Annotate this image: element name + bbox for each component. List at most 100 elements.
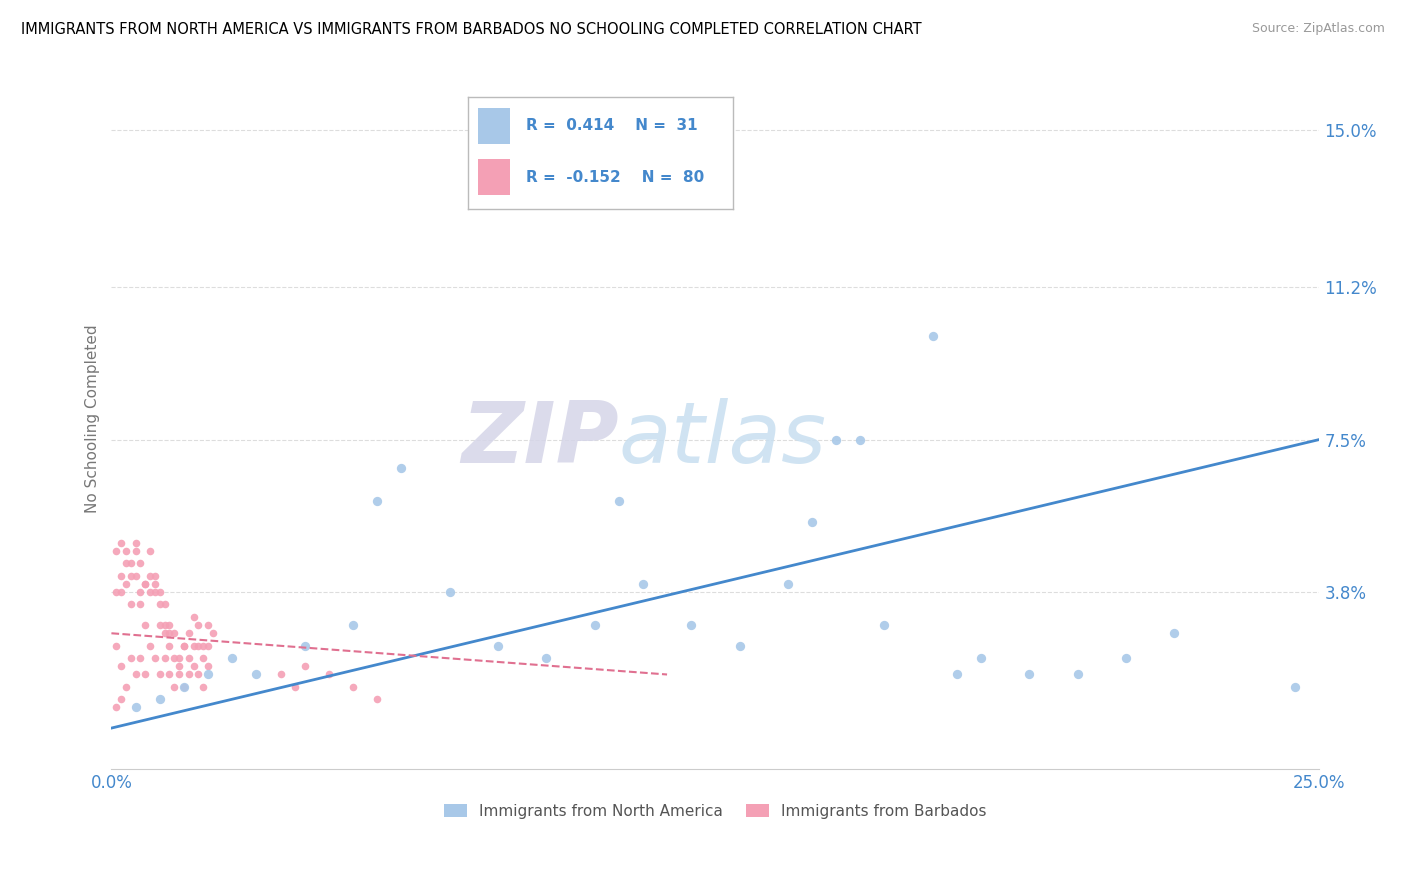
Point (124, 667, 146, 681)
Point (129, 585, 152, 599)
Point (294, 639, 316, 653)
Point (366, 494, 388, 508)
Point (1284, 680, 1306, 694)
Point (143, 568, 166, 582)
Point (366, 692, 388, 706)
Point (115, 556, 138, 570)
Point (536, 651, 558, 665)
Point (153, 651, 176, 665)
Point (583, 618, 606, 632)
Point (342, 618, 364, 632)
Point (201, 626, 224, 640)
Point (970, 651, 993, 665)
Point (728, 639, 751, 653)
Point (129, 598, 152, 612)
Text: atlas: atlas (619, 399, 827, 482)
Point (110, 692, 132, 706)
Point (105, 585, 128, 599)
Point (439, 585, 461, 599)
Point (134, 576, 156, 591)
Point (139, 639, 162, 653)
Point (1163, 626, 1185, 640)
Point (167, 651, 190, 665)
Point (110, 585, 132, 599)
Point (157, 618, 180, 632)
Point (163, 626, 186, 640)
Point (110, 568, 132, 582)
Point (187, 639, 209, 653)
Point (873, 618, 896, 632)
Point (187, 618, 209, 632)
Point (153, 626, 176, 640)
Point (183, 639, 205, 653)
Point (105, 639, 128, 653)
Point (124, 568, 146, 582)
Point (143, 585, 166, 599)
Point (134, 667, 156, 681)
Point (124, 544, 146, 558)
Point (681, 618, 703, 632)
Point (157, 626, 180, 640)
Point (134, 618, 156, 632)
Point (153, 618, 176, 632)
Point (149, 667, 172, 681)
Point (197, 667, 219, 681)
Point (193, 639, 215, 653)
Text: ZIP: ZIP (461, 399, 619, 482)
Point (1018, 667, 1040, 681)
Point (177, 667, 200, 681)
Point (139, 585, 162, 599)
Point (129, 556, 152, 570)
Point (143, 651, 166, 665)
Point (139, 544, 162, 558)
Point (284, 680, 307, 694)
Point (177, 651, 200, 665)
Point (183, 609, 205, 624)
Point (342, 680, 364, 694)
Point (157, 639, 180, 653)
Point (486, 639, 509, 653)
Point (134, 576, 156, 591)
Point (120, 568, 142, 582)
Point (124, 700, 146, 714)
Point (105, 700, 128, 714)
Point (921, 329, 943, 343)
Legend: Immigrants from North America, Immigrants from Barbados: Immigrants from North America, Immigrant… (439, 797, 993, 825)
Point (163, 651, 186, 665)
Y-axis label: No Schooling Completed: No Schooling Completed (86, 325, 100, 513)
Point (389, 461, 412, 475)
Point (318, 667, 340, 681)
Point (167, 667, 190, 681)
Point (1115, 651, 1137, 665)
Point (197, 618, 219, 632)
Point (149, 618, 172, 632)
Point (173, 639, 195, 653)
Point (221, 651, 243, 665)
Point (1067, 667, 1090, 681)
Point (153, 598, 176, 612)
Point (143, 576, 166, 591)
Point (124, 535, 146, 549)
Point (115, 544, 138, 558)
Point (163, 680, 186, 694)
Point (801, 515, 824, 529)
Point (110, 659, 132, 673)
Point (187, 667, 209, 681)
Text: IMMIGRANTS FROM NORTH AMERICA VS IMMIGRANTS FROM BARBADOS NO SCHOOLING COMPLETED: IMMIGRANTS FROM NORTH AMERICA VS IMMIGRA… (21, 22, 922, 37)
Point (120, 651, 142, 665)
Point (139, 568, 162, 582)
Point (173, 680, 195, 694)
Point (173, 680, 195, 694)
Point (607, 494, 630, 508)
Point (177, 626, 200, 640)
Point (149, 598, 172, 612)
Point (825, 433, 848, 447)
Point (193, 651, 215, 665)
Point (193, 680, 215, 694)
Point (115, 680, 138, 694)
Point (776, 576, 799, 591)
Point (149, 585, 172, 599)
Point (115, 576, 138, 591)
Point (157, 667, 180, 681)
Point (197, 639, 219, 653)
